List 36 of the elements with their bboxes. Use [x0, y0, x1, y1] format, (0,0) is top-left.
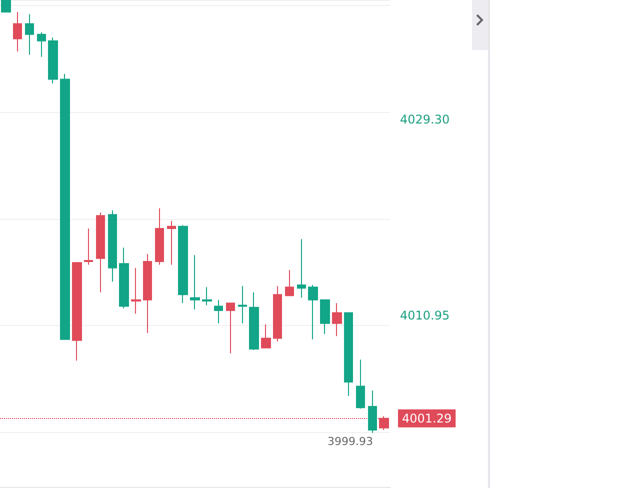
- candlestick: [25, 14, 34, 56]
- y-tick-label: 4029.30: [400, 112, 450, 127]
- candlestick: [285, 270, 294, 296]
- candlestick: [273, 286, 282, 342]
- candlestick: [356, 359, 365, 410]
- candlestick: [131, 267, 141, 314]
- candlestick: [84, 228, 93, 266]
- candlestick: [108, 210, 117, 282]
- candlestick: [119, 247, 129, 309]
- candlestick: [261, 324, 271, 348]
- candlestick: [60, 73, 70, 340]
- candlestick: [143, 254, 152, 334]
- candlestick: [320, 299, 330, 335]
- candlestick: [1, 0, 11, 13]
- candlestick: [48, 37, 58, 84]
- candlestick: [368, 390, 377, 434]
- candlestick: [178, 224, 188, 304]
- candlestick: [96, 212, 105, 293]
- candlestick: [190, 254, 200, 310]
- candlestick: [344, 312, 353, 396]
- candlestick: [13, 12, 22, 52]
- candlestick: [37, 32, 46, 58]
- annotation: 3999.93: [328, 434, 374, 448]
- ref-line-label: 4001.29: [402, 411, 452, 426]
- candlestick: [226, 302, 235, 354]
- candlestick: [249, 292, 259, 351]
- candlestick: [214, 299, 223, 324]
- y-tick-label: 4010.95: [400, 308, 450, 322]
- candlestick: [332, 302, 342, 337]
- candlestick: [297, 238, 306, 298]
- candlestick: [72, 262, 82, 362]
- candlestick: [308, 284, 318, 340]
- candlestick: [155, 208, 164, 266]
- candlestick: [202, 286, 212, 306]
- candlestick: [238, 286, 247, 324]
- candlestick: [167, 220, 176, 266]
